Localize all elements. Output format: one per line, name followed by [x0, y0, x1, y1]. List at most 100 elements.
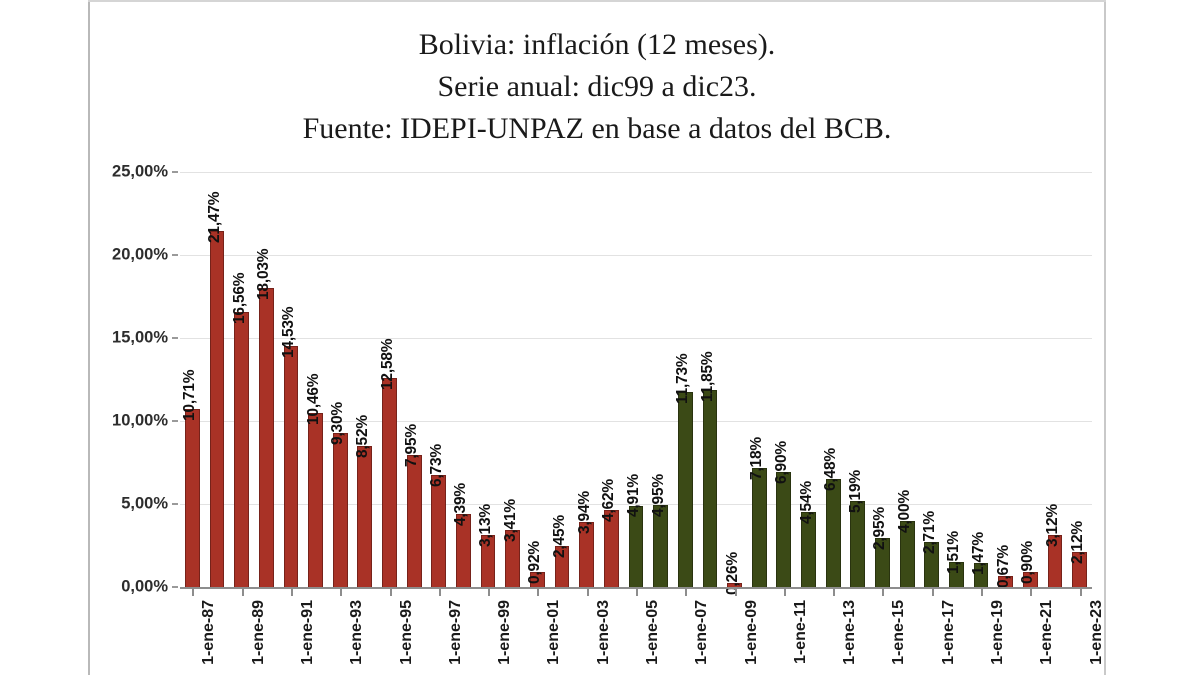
- bar-value-label: 10,71%: [181, 369, 199, 422]
- bar: [357, 445, 373, 587]
- x-axis-label: 1-ene-23: [1087, 600, 1105, 665]
- bar: [505, 530, 521, 587]
- x-axis-tick: [882, 589, 885, 596]
- x-axis-tick: [981, 589, 984, 596]
- bar-value-label: 18,03%: [255, 248, 273, 300]
- bar: [924, 542, 940, 587]
- bar-value-label: 7,18%: [748, 436, 766, 480]
- bar-value-label: 1,51%: [945, 530, 963, 574]
- bar: [209, 230, 225, 587]
- bar-value-label: 11,73%: [674, 353, 692, 405]
- x-axis-label: 1-ene-13: [841, 600, 859, 665]
- bar: [234, 312, 249, 587]
- bar: [258, 287, 274, 587]
- x-axis-label: 1-ene-05: [644, 600, 661, 665]
- bar-value-label: 1,47%: [970, 531, 988, 575]
- window-top-border: [88, 0, 1106, 2]
- bar-value-label: 4,00%: [896, 489, 914, 533]
- x-axis-label: 1-ene-17: [939, 600, 957, 665]
- bar: [899, 520, 915, 587]
- x-axis-tick: [636, 589, 638, 596]
- bar: [554, 546, 570, 587]
- gridline: [180, 421, 1092, 422]
- y-axis-label: 5,00%: [121, 494, 168, 513]
- bar-value-label: 4,62%: [600, 479, 618, 523]
- bar: [875, 538, 890, 587]
- bar: [850, 500, 866, 587]
- bar-value-label: 16,56%: [230, 272, 248, 325]
- bar-value-label: 12,58%: [378, 338, 396, 391]
- x-axis-label: 1-ene-21: [1038, 600, 1056, 665]
- bar: [1072, 551, 1088, 587]
- bar: [603, 510, 619, 587]
- window-left-border: [88, 0, 90, 675]
- bar: [332, 432, 348, 587]
- bar-value-label: 21,47%: [205, 191, 223, 243]
- x-axis-label: 1-ene-07: [693, 600, 711, 665]
- window-right-border: [1104, 0, 1106, 675]
- bar-value-label: 3,12%: [1044, 504, 1062, 548]
- bar: [949, 561, 964, 587]
- bar: [998, 575, 1014, 587]
- bar: [801, 511, 816, 587]
- x-axis-tick: [833, 589, 836, 596]
- plot-area: 10,71% 21,47% 16,56% 18,03% 14,53% 10,46% 9,30…: [180, 172, 1105, 665]
- x-axis-label: 1-ene-91: [298, 600, 316, 665]
- bar: [727, 582, 742, 587]
- x-axis-label: 1-ene-99: [496, 600, 514, 665]
- x-axis-label: 1-ene-95: [397, 600, 415, 665]
- y-axis-tick: [172, 503, 178, 505]
- y-axis-tick: [172, 254, 178, 256]
- x-axis-label: 1-ene-09: [742, 600, 760, 665]
- chart-title-line-2: Serie anual: dic99 a dic23.: [437, 70, 757, 103]
- gridline: [180, 255, 1092, 256]
- x-axis-tick: [438, 589, 441, 596]
- bar: [283, 345, 299, 587]
- bar: [702, 390, 718, 587]
- chart-title: Bolivia: inflación (12 meses). Serie anu…: [90, 24, 1104, 150]
- x-axis-label: 1-ene-89: [249, 600, 267, 665]
- x-axis-tick: [290, 589, 293, 596]
- bar: [184, 409, 200, 587]
- bar-value-label: 4,95%: [649, 473, 667, 517]
- x-axis-label: 1-ene-03: [594, 600, 612, 665]
- bar-value-label: 3,13%: [477, 504, 495, 548]
- x-axis-tick: [783, 589, 786, 596]
- x-axis-tick: [1079, 589, 1082, 596]
- x-axis-label: 1-ene-15: [890, 600, 908, 665]
- x-axis-tick: [931, 589, 934, 596]
- x-axis-tick: [340, 589, 343, 596]
- bar: [677, 392, 693, 587]
- bar-value-label: 3,94%: [575, 490, 593, 534]
- bar-value-label: 7,95%: [403, 424, 421, 468]
- bar: [628, 505, 644, 587]
- gridline: [180, 172, 1092, 173]
- y-axis-label: 25,00%: [112, 162, 168, 181]
- bar: [530, 571, 545, 587]
- gridline: [180, 504, 1092, 505]
- bar-value-label: 0,92%: [526, 540, 544, 584]
- x-axis-label: 1-ene-97: [446, 600, 464, 665]
- bar-value-label: 2,12%: [1068, 520, 1086, 564]
- x-axis-label: 1-ene-01: [545, 600, 563, 665]
- bar: [751, 467, 767, 587]
- x-axis-label: 1-ene-19: [989, 600, 1007, 665]
- gridline: [180, 338, 1092, 339]
- y-axis-tick: [172, 337, 178, 339]
- y-axis-label: 10,00%: [112, 411, 168, 430]
- y-axis-label: 0,00%: [121, 577, 168, 596]
- bar: [406, 455, 422, 587]
- bar-value-label: 14,53%: [279, 306, 297, 358]
- bar: [382, 378, 397, 587]
- bar-value-label: 4,39%: [452, 483, 470, 527]
- chart-sheet: Bolivia: inflación (12 meses). Serie anu…: [90, 2, 1105, 675]
- bar: [1022, 572, 1038, 587]
- x-axis-tick: [537, 589, 540, 596]
- bar-value-label: 0,90%: [1019, 541, 1037, 585]
- x-axis-label: 1-ene-11: [791, 600, 809, 665]
- bar: [308, 413, 323, 587]
- y-axis-tick: [172, 171, 178, 173]
- x-axis-tick: [389, 589, 392, 596]
- bar: [825, 479, 841, 587]
